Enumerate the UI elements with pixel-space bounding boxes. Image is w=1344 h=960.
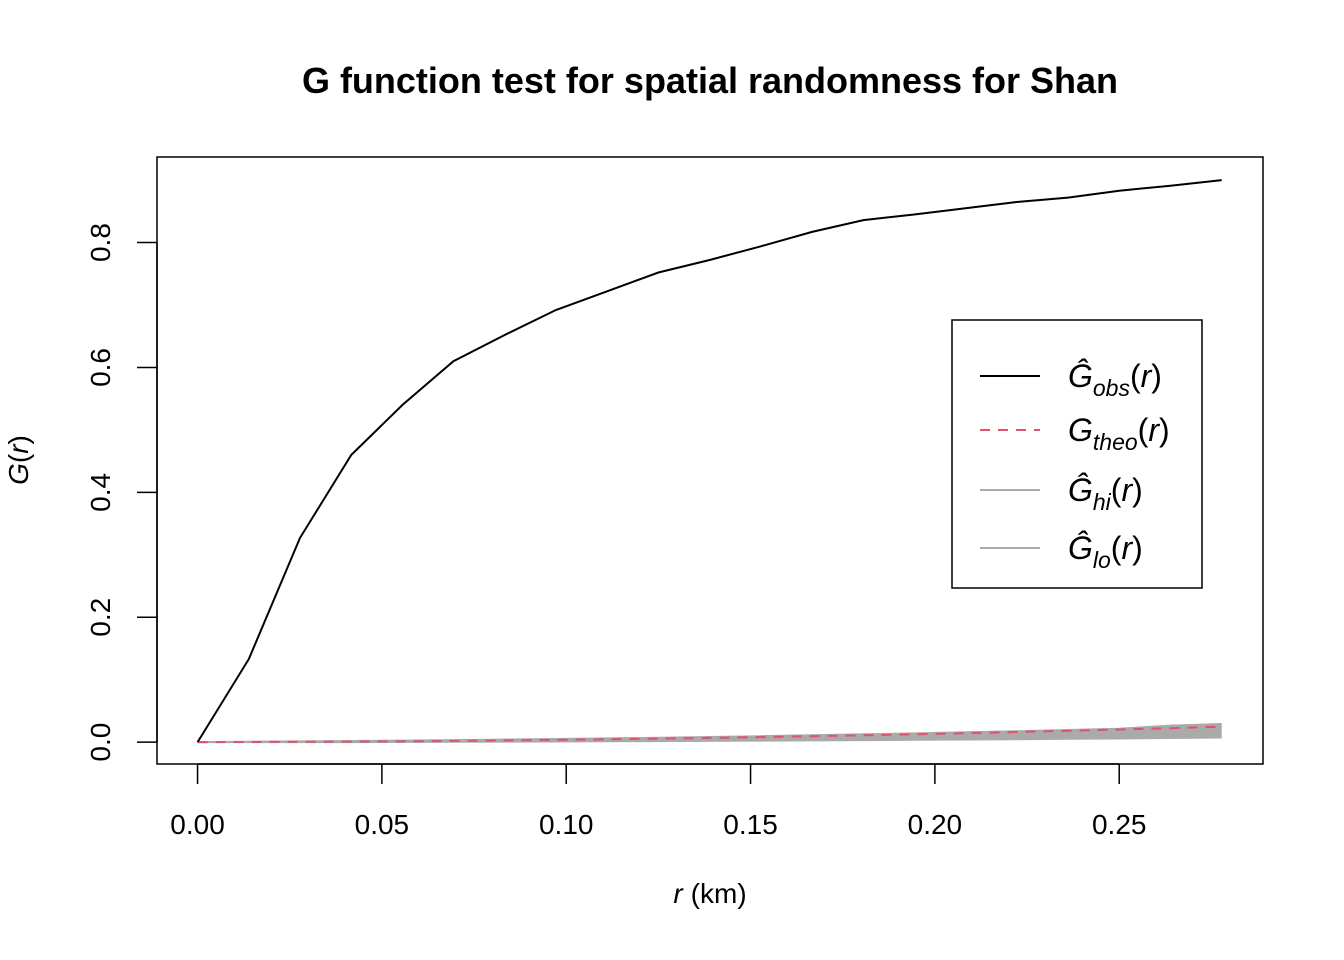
legend-label-var: r — [1148, 412, 1160, 448]
x-axis-label-var: r — [673, 878, 684, 909]
legend-label-close: ) — [1132, 530, 1143, 566]
y-tick-label: 0.4 — [85, 473, 116, 512]
legend-label-theo: Gtheo(r) — [1068, 412, 1170, 455]
legend: Ĝobs(r)Gtheo(r)Ĝhi(r)Ĝlo(r) — [951, 319, 1203, 589]
legend-label-main: Ĝ — [1068, 358, 1093, 394]
legend-label-open: ( — [1130, 358, 1141, 394]
y-axis-label-close: ) — [3, 435, 34, 444]
y-axis-label-fn: G — [3, 463, 34, 485]
legend-label-main: G — [1068, 412, 1093, 448]
y-tick-label: 0.6 — [85, 348, 116, 387]
plot-area — [196, 179, 1222, 744]
x-tick-label: 0.20 — [908, 809, 963, 840]
x-axis-label-unit: (km) — [691, 878, 747, 909]
x-tick-label: 0.10 — [539, 809, 594, 840]
legend-label-sub: lo — [1093, 547, 1111, 573]
legend-label-lo: Ĝlo(r) — [1068, 530, 1143, 573]
chart-title: G function test for spatial randomness f… — [302, 60, 1118, 101]
y-tick-label: 0.8 — [85, 223, 116, 262]
legend-label-var: r — [1121, 530, 1133, 566]
legend-label-close: ) — [1151, 358, 1162, 394]
envelope-band — [197, 724, 1222, 743]
y-tick-label: 0.2 — [85, 598, 116, 637]
legend-label-sub: theo — [1093, 429, 1138, 455]
legend-label-var: r — [1121, 472, 1133, 508]
x-axis: 0.00 0.05 0.10 0.15 0.20 0.25 — [170, 763, 1147, 840]
legend-label-main: Ĝ — [1068, 472, 1093, 508]
legend-label-open: ( — [1111, 530, 1122, 566]
y-axis-label-var: r — [3, 443, 34, 454]
legend-label-open: ( — [1111, 472, 1122, 508]
legend-label-open: ( — [1138, 412, 1149, 448]
legend-box — [951, 319, 1203, 589]
y-axis: 0.0 0.2 0.4 0.6 0.8 — [85, 223, 158, 762]
legend-label-sub: obs — [1093, 375, 1131, 401]
legend-label-obs: Ĝobs(r) — [1068, 358, 1162, 401]
x-axis-label: r (km) — [673, 878, 746, 909]
legend-label-main: Ĝ — [1068, 530, 1093, 566]
legend-label-sub: hi — [1093, 489, 1112, 515]
legend-label-var: r — [1141, 358, 1153, 394]
legend-label-close: ) — [1159, 412, 1170, 448]
x-tick-label: 0.00 — [170, 809, 225, 840]
y-tick-label: 0.0 — [85, 723, 116, 762]
series-obs-line — [196, 179, 1222, 743]
legend-label-close: ) — [1132, 472, 1143, 508]
x-tick-label: 0.25 — [1092, 809, 1147, 840]
x-tick-label: 0.15 — [723, 809, 778, 840]
x-tick-label: 0.05 — [355, 809, 410, 840]
series-theo-line — [197, 725, 1222, 744]
y-axis-label-open: ( — [3, 453, 34, 463]
legend-label-hi: Ĝhi(r) — [1068, 472, 1143, 515]
y-axis-label: G(r) — [3, 435, 34, 485]
